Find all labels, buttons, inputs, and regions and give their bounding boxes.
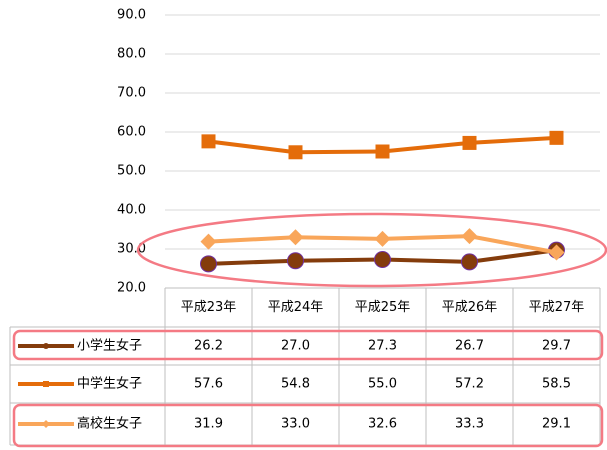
legend-label: 高校生女子 (77, 416, 142, 432)
highlight-ellipse (136, 212, 607, 288)
marker (374, 251, 391, 269)
y-tick-label: 70.0 (117, 86, 146, 101)
table-value: 33.0 (281, 417, 310, 432)
table-value: 57.6 (194, 377, 223, 392)
marker (462, 135, 477, 150)
marker (200, 233, 217, 250)
table-value: 54.8 (281, 377, 310, 392)
x-tick-label: 平成24年 (268, 300, 324, 315)
marker (287, 252, 304, 270)
marker (287, 229, 304, 246)
legend-marker (43, 381, 49, 387)
legend-marker (43, 343, 49, 349)
y-tick-label: 50.0 (117, 164, 146, 179)
marker (375, 144, 390, 159)
x-tick-label: 平成25年 (355, 300, 411, 315)
table-value: 26.2 (194, 339, 223, 354)
table-value: 29.1 (542, 417, 571, 432)
x-tick-label: 平成26年 (442, 300, 498, 315)
table-value: 29.7 (542, 339, 571, 354)
marker (461, 228, 478, 245)
marker (461, 253, 478, 271)
y-tick-label: 40.0 (117, 203, 146, 218)
marker (374, 230, 391, 247)
x-tick-label: 平成23年 (181, 300, 237, 315)
table-value: 57.2 (455, 377, 484, 392)
marker (548, 244, 565, 261)
marker (201, 134, 216, 149)
x-tick-label: 平成27年 (529, 300, 585, 315)
y-tick-label: 20.0 (117, 281, 146, 296)
plot (200, 130, 565, 273)
table-value: 27.3 (368, 339, 397, 354)
table-value: 31.9 (194, 417, 223, 432)
table-value: 32.6 (368, 417, 397, 432)
marker (200, 255, 217, 273)
y-tick-label: 80.0 (117, 47, 146, 62)
table-value: 27.0 (281, 339, 310, 354)
marker (288, 145, 303, 160)
table-value: 33.3 (455, 417, 484, 432)
legend-label: 小学生女子 (77, 338, 142, 354)
table-value: 26.7 (455, 339, 484, 354)
marker (549, 130, 564, 145)
highlight-row (12, 403, 604, 448)
y-tick-label: 90.0 (117, 8, 146, 23)
legend-marker (42, 420, 50, 428)
y-tick-label: 60.0 (117, 125, 146, 140)
table-value: 58.5 (542, 377, 571, 392)
highlight-row (12, 329, 604, 361)
legend-label: 中学生女子 (77, 376, 142, 392)
table-value: 55.0 (368, 377, 397, 392)
